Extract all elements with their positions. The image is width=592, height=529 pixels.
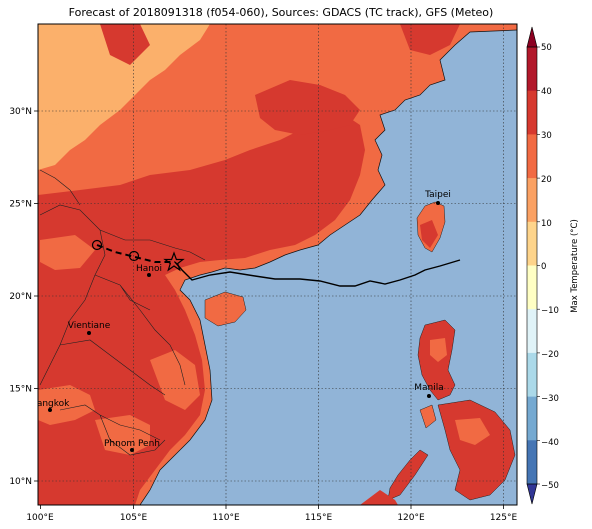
colorbar-segments xyxy=(527,47,537,485)
colorbar-tick-marks xyxy=(537,46,540,485)
colorbar-segment xyxy=(527,221,537,266)
city-label: Bangkok xyxy=(31,399,71,409)
land-cooler-patch-2 xyxy=(38,80,95,125)
lat-tick-label: 10°N xyxy=(9,477,32,487)
land-hot-central-china xyxy=(255,80,360,135)
city-label: Manila xyxy=(414,383,444,393)
land-cooler-north-west xyxy=(38,24,210,170)
colorbar-tick-label: 50 xyxy=(541,43,552,53)
coastline-mainland xyxy=(139,29,517,505)
city-phnom-penh: Phnom Penh xyxy=(104,439,160,452)
lon-tick-label: 110°E xyxy=(212,513,240,523)
colorbar-segment xyxy=(527,47,537,92)
land-warm-indochina-2 xyxy=(95,415,150,455)
land-hot-northwest-strip xyxy=(100,24,150,65)
colorbar-tick-label: −20 xyxy=(541,350,559,360)
axis-ticks xyxy=(34,110,504,509)
colorbar: 50 40 30 20 10 0 −10 −20 −30 −40 −50 Max… xyxy=(526,26,580,505)
city-vientiane: Vientiane xyxy=(68,321,111,335)
lat-tick-label: 30°N xyxy=(9,107,32,117)
land-luzon-warm xyxy=(430,338,447,362)
city-label: Vientiane xyxy=(68,321,111,331)
colorbar-tick-label: −40 xyxy=(541,438,559,448)
city-taipei: Taipei xyxy=(424,190,451,205)
lon-tick-labels: 100°E 105°E 110°E 115°E 120°E 125°E xyxy=(26,513,517,523)
tc-track-past xyxy=(96,244,175,263)
city-bangkok: Bangkok xyxy=(31,399,71,412)
colorbar-tick-label: 20 xyxy=(541,175,552,185)
land-taiwan-hot xyxy=(420,220,438,248)
lon-tick-label: 115°E xyxy=(305,513,333,523)
city-label: Phnom Penh xyxy=(104,439,160,449)
colorbar-segment xyxy=(527,309,537,354)
colorbar-max-extend-arrow xyxy=(526,26,538,48)
lon-tick-label: 100°E xyxy=(26,513,54,523)
tc-current-star-icon xyxy=(163,251,185,272)
city-manila: Manila xyxy=(414,383,444,398)
lon-tick-label: 120°E xyxy=(397,513,425,523)
city-hanoi: Hanoi xyxy=(136,264,162,277)
tc-position-marker xyxy=(91,239,103,251)
colorbar-segment xyxy=(527,134,537,179)
lat-tick-label: 25°N xyxy=(9,200,32,210)
colorbar-tick-label: 30 xyxy=(541,131,552,141)
colorbar-title: Max Temperature (°C) xyxy=(570,219,580,313)
colorbar-segment xyxy=(527,90,537,135)
lon-tick-label: 105°E xyxy=(120,513,148,523)
colorbar-tick-label: 40 xyxy=(541,87,552,97)
colorbar-segment xyxy=(527,396,537,441)
colorbar-tick-label: 10 xyxy=(541,219,552,229)
land-warm-indochina-1 xyxy=(38,385,95,425)
colorbar-min-extend-arrow xyxy=(526,483,538,505)
land-warm-indochina-3 xyxy=(150,350,200,410)
land-hot-north-east xyxy=(400,24,460,55)
colorbar-tick-label: −50 xyxy=(541,481,559,491)
land-hot-indochina xyxy=(38,275,205,505)
land-visayas-warm xyxy=(455,418,490,445)
map-panel: Taipei Hanoi Vientiane Manila Bangkok Ph… xyxy=(31,24,517,505)
colorbar-segment xyxy=(527,352,537,398)
lon-tick-label: 125°E xyxy=(490,513,518,523)
colorbar-segment xyxy=(527,178,537,223)
colorbar-tick-label: −30 xyxy=(541,394,559,404)
colorbar-tick-label: −10 xyxy=(541,306,559,316)
colorbar-segment xyxy=(527,440,537,485)
lat-tick-labels: 30°N 25°N 20°N 15°N 10°N xyxy=(9,107,32,487)
city-label: Hanoi xyxy=(136,264,162,274)
lat-tick-label: 15°N xyxy=(9,385,32,395)
map-frame xyxy=(37,23,518,506)
land-palawan xyxy=(387,449,429,501)
land-hainan xyxy=(204,291,247,327)
border-lines xyxy=(39,169,206,456)
land-warm-indochina-4 xyxy=(40,235,95,270)
map-title: Forecast of 2018091318 (f054-060), Sourc… xyxy=(68,6,494,19)
city-label: Taipei xyxy=(424,190,451,200)
tc-track-forecast xyxy=(174,259,461,287)
land-borneo-tip xyxy=(360,490,398,505)
land-hot-south-china xyxy=(38,115,365,275)
colorbar-segment xyxy=(527,265,537,310)
lat-tick-label: 20°N xyxy=(9,292,32,302)
tc-position-marker xyxy=(128,250,140,262)
colorbar-tick-label: 0 xyxy=(541,262,546,272)
land-mindoro xyxy=(419,404,437,429)
